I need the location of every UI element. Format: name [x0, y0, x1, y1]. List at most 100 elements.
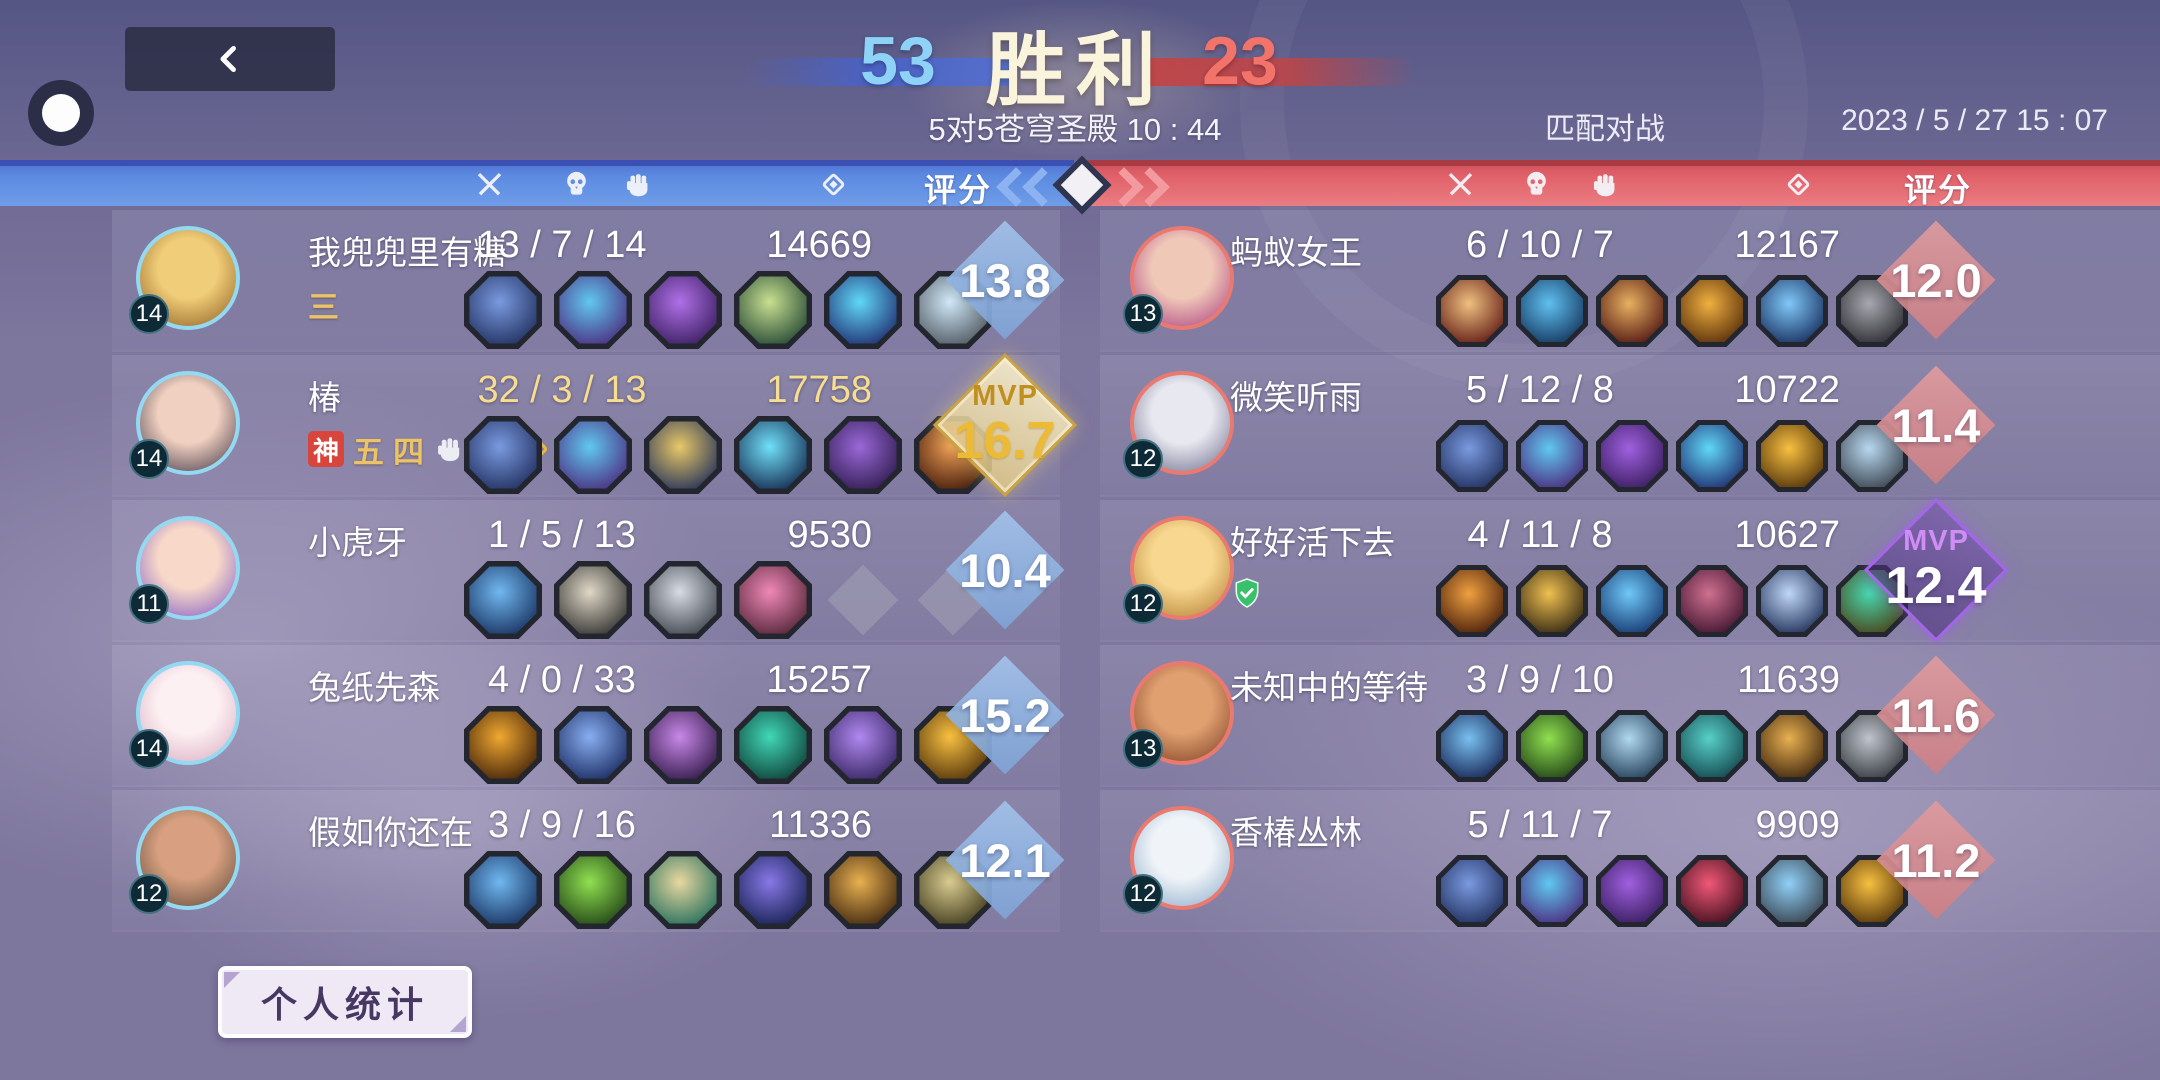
avatar[interactable]: 12	[1123, 516, 1234, 624]
item-icon[interactable]	[1756, 565, 1828, 637]
item-icon[interactable]	[1596, 565, 1668, 637]
item-art	[649, 711, 717, 779]
item-icon[interactable]	[464, 416, 542, 494]
personal-stats-button[interactable]: 个人统计	[218, 966, 472, 1038]
player-row[interactable]: 12 好好活下去 4 / 11 / 8 10627 MVP 12.4	[1100, 500, 2160, 640]
item-icon[interactable]	[644, 851, 722, 929]
mvp-label: MVP	[1903, 524, 1969, 557]
player-row[interactable]: 14 椿神五四 32 / 3 / 13 17758 MVP 16.7	[112, 355, 1060, 495]
item-icon[interactable]	[1516, 710, 1588, 782]
item-icon[interactable]	[1516, 565, 1588, 637]
hero-portrait	[1130, 806, 1234, 910]
item-art	[559, 421, 627, 489]
item-list	[1436, 855, 1908, 927]
red-score-streak	[1145, 58, 1415, 86]
queue-type-label: 匹配对战	[1545, 113, 1665, 146]
item-icon[interactable]	[1756, 275, 1828, 347]
item-art	[649, 856, 717, 924]
gold-earned: 10627	[1734, 514, 1840, 556]
level-badge: 14	[129, 294, 169, 334]
red-team-kills: 23	[1202, 23, 1278, 99]
item-icon[interactable]	[1676, 565, 1748, 637]
avatar[interactable]: 11	[129, 516, 240, 624]
item-icon[interactable]	[1756, 855, 1828, 927]
item-icon[interactable]	[644, 706, 722, 784]
player-row[interactable]: 13 未知中的等待 3 / 9 / 10 11639 MVP11.6	[1100, 645, 2160, 785]
item-icon[interactable]	[824, 851, 902, 929]
item-icon[interactable]	[734, 271, 812, 349]
item-art	[1601, 715, 1663, 777]
item-icon[interactable]	[644, 561, 722, 639]
gold-earned: 15257	[766, 659, 872, 701]
avatar[interactable]: 12	[129, 806, 240, 914]
item-icon[interactable]	[1516, 855, 1588, 927]
item-icon[interactable]	[644, 416, 722, 494]
item-icon[interactable]	[554, 416, 632, 494]
deaths-icon	[560, 168, 593, 201]
item-icon[interactable]	[824, 416, 902, 494]
record-dot-icon	[42, 94, 80, 132]
item-icon[interactable]	[1436, 275, 1508, 347]
back-button[interactable]	[125, 27, 335, 91]
item-icon[interactable]	[1516, 420, 1588, 492]
kda-stats: 6 / 10 / 7	[1466, 224, 1614, 266]
avatar[interactable]: 14	[129, 661, 240, 769]
kda-stats: 32 / 3 / 13	[477, 369, 647, 411]
item-icon[interactable]	[1676, 420, 1748, 492]
avatar[interactable]: 13	[1123, 661, 1234, 769]
avatar[interactable]: 14	[129, 371, 240, 479]
score-value: 12.1	[959, 833, 1051, 887]
item-icon[interactable]	[734, 416, 812, 494]
item-art	[1441, 425, 1503, 487]
avatar[interactable]: 14	[129, 226, 240, 334]
gold-earned: 14669	[766, 224, 872, 266]
kda-stats: 1 / 5 / 13	[488, 514, 636, 556]
item-icon[interactable]	[554, 706, 632, 784]
item-icon[interactable]	[1596, 710, 1668, 782]
item-icon[interactable]	[464, 706, 542, 784]
avatar[interactable]: 12	[1123, 371, 1234, 479]
item-icon[interactable]	[464, 561, 542, 639]
item-icon[interactable]	[554, 561, 632, 639]
item-icon[interactable]	[734, 851, 812, 929]
item-icon[interactable]	[1676, 275, 1748, 347]
rating-column-label: 评分	[1903, 172, 1972, 208]
item-icon[interactable]	[1436, 855, 1508, 927]
avatar[interactable]: 12	[1123, 806, 1234, 914]
item-icon[interactable]	[824, 706, 902, 784]
item-icon[interactable]	[1596, 855, 1668, 927]
item-icon[interactable]	[1756, 420, 1828, 492]
item-icon[interactable]	[1596, 275, 1668, 347]
score-value: 11.2	[1891, 833, 1981, 887]
item-icon[interactable]	[824, 271, 902, 349]
item-icon[interactable]	[464, 851, 542, 929]
player-row[interactable]: 12 香椿丛林 5 / 11 / 7 9909 MVP11.2	[1100, 790, 2160, 930]
item-art	[1601, 570, 1663, 632]
item-icon[interactable]	[1676, 855, 1748, 927]
item-icon[interactable]	[1516, 275, 1588, 347]
hero-portrait	[136, 806, 240, 910]
item-icon[interactable]	[734, 561, 812, 639]
empty-item-slot	[824, 561, 902, 639]
player-row[interactable]: 12 微笑听雨 5 / 12 / 8 10722 MVP11.4	[1100, 355, 2160, 495]
item-icon[interactable]	[734, 706, 812, 784]
item-icon[interactable]	[1596, 420, 1668, 492]
player-name: 好好活下去	[1230, 524, 1395, 561]
item-icon[interactable]	[1436, 710, 1508, 782]
item-icon[interactable]	[554, 851, 632, 929]
item-art	[1521, 570, 1583, 632]
item-icon[interactable]	[1436, 420, 1508, 492]
item-icon[interactable]	[1436, 565, 1508, 637]
record-indicator-button[interactable]	[28, 80, 94, 146]
item-icon[interactable]	[644, 271, 722, 349]
item-icon[interactable]	[554, 271, 632, 349]
avatar[interactable]: 13	[1123, 226, 1234, 334]
item-icon[interactable]	[464, 271, 542, 349]
item-icon[interactable]	[1756, 710, 1828, 782]
item-icon[interactable]	[1676, 710, 1748, 782]
